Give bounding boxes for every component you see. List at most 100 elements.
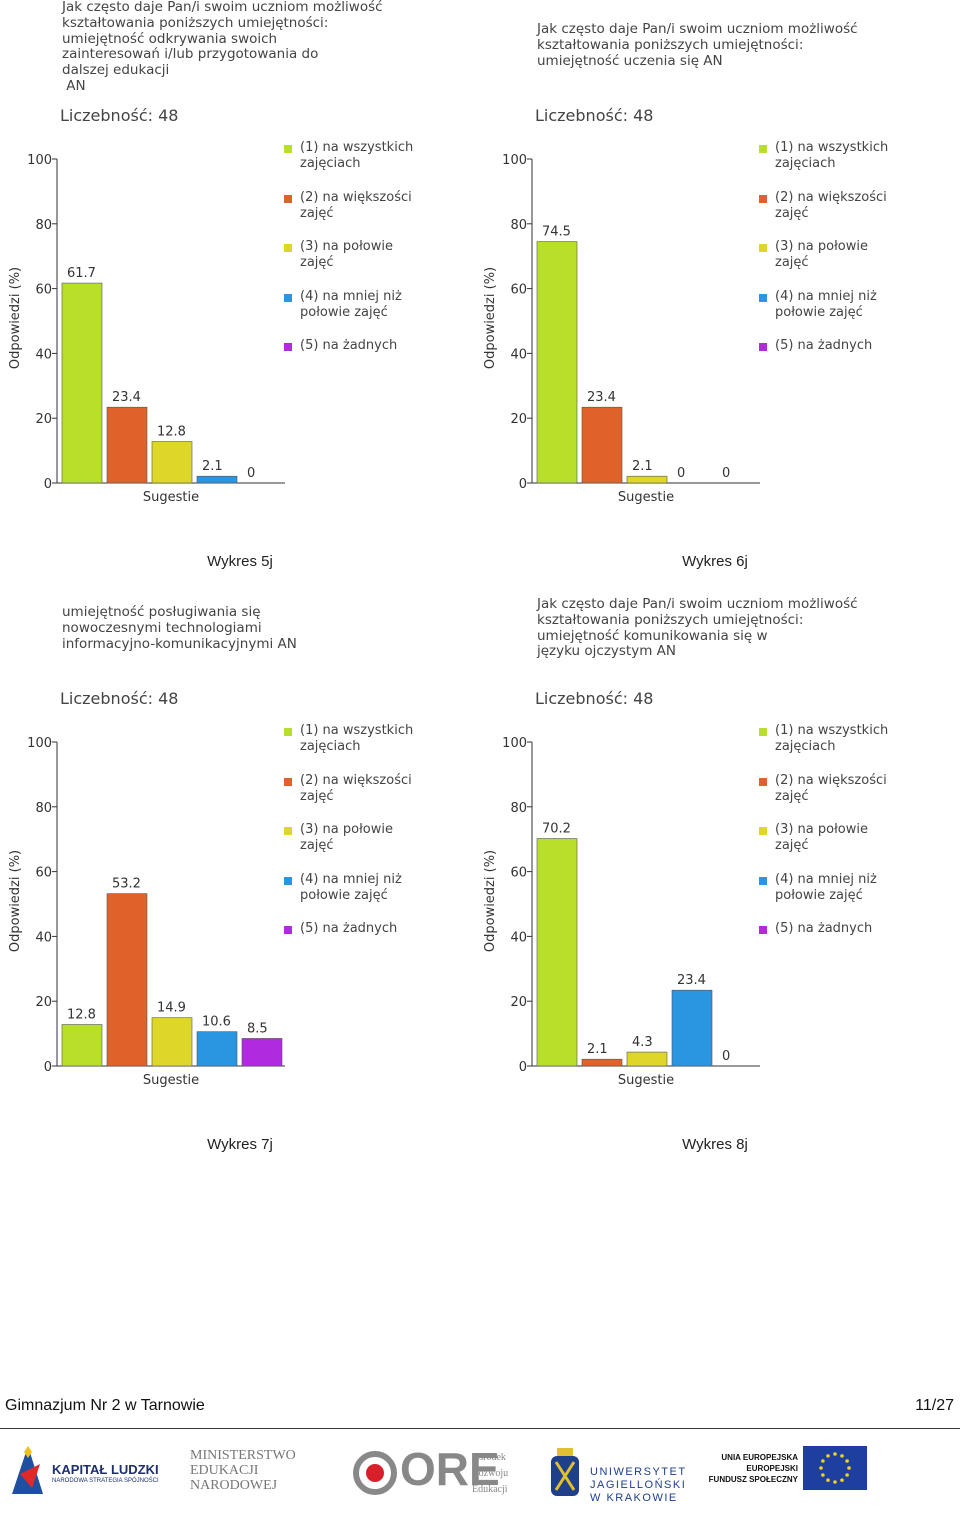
- chart: umiejętność posługiwania się nowoczesnym…: [0, 583, 480, 1166]
- bar: [241, 1038, 283, 1067]
- legend-entry: (3) na połowie zajęć: [775, 822, 868, 853]
- legend-entry: (3) na połowie zajęć: [300, 822, 393, 853]
- legend-swatch: [759, 293, 767, 302]
- legend-entry: (5) na żadnych: [300, 921, 398, 936]
- legend-entry: (2) na większości zajęć: [775, 772, 887, 804]
- legend-swatch: [759, 827, 767, 835]
- eu-star: [826, 1478, 830, 1482]
- legend-entry: (4) na mniej niż połowie zajęć: [775, 871, 877, 903]
- plot: 0 20 40 60 80 100 Odpowiedzi (%) Sugestie 70.2 2.…: [483, 736, 760, 1088]
- legend-swatch: [284, 728, 292, 736]
- y-axis-label: Odpowiedzi (%): [8, 850, 23, 952]
- data-label: 12.8: [157, 425, 186, 440]
- y-axis-label: Odpowiedzi (%): [483, 267, 498, 369]
- legend-swatch: [759, 145, 767, 153]
- y-tick-label: 80: [510, 801, 527, 816]
- chart-title: Jak często daje Pan/i swoim uczniom możl…: [537, 21, 858, 69]
- ore-icon: [353, 1451, 397, 1495]
- x-axis-label: Sugestie: [143, 490, 199, 505]
- data-label: 2.1: [632, 459, 653, 474]
- y-tick-label: 20: [35, 412, 52, 427]
- bar: [61, 282, 103, 484]
- data-label: 0: [722, 1049, 730, 1064]
- logo-text: KAPITAŁ LUDZKI: [52, 1462, 159, 1477]
- bar: [106, 893, 148, 1067]
- y-tick-label: 20: [510, 412, 527, 427]
- legend-entry: (4) na mniej niż połowie zajęć: [300, 288, 402, 320]
- legend-swatch: [284, 926, 292, 934]
- eu-star: [840, 1478, 844, 1482]
- y-tick-label: 0: [519, 1060, 527, 1075]
- legend-swatch: [284, 145, 292, 153]
- y-tick-label: 0: [519, 477, 527, 492]
- bar: [581, 406, 623, 484]
- bar: [151, 1017, 193, 1067]
- logo-text: MINISTERSTWO EDUKACJI NARODOWEJ: [190, 1448, 296, 1493]
- logo-text: UNIWERSYTET JAGIELLOŃSKI W KRAKOWIE: [590, 1466, 687, 1504]
- caption: Wykres 7j: [207, 1136, 273, 1153]
- eu-star: [847, 1466, 851, 1470]
- bar: [536, 241, 578, 484]
- chart: Jak często daje Pan/i swoim uczniom możl…: [475, 0, 955, 583]
- y-axis-label: Odpowiedzi (%): [483, 850, 498, 952]
- y-tick-label: 80: [510, 218, 527, 233]
- chart-title: Jak często daje Pan/i swoim uczniom możl…: [537, 596, 858, 660]
- legend-entry: (5) na żadnych: [300, 338, 398, 353]
- legend-swatch: [759, 777, 767, 786]
- data-label: 70.2: [542, 822, 571, 837]
- caption: Wykres 6j: [682, 553, 748, 570]
- eu-star: [845, 1459, 849, 1463]
- legend-swatch: [759, 343, 767, 351]
- logo-text: NARODOWA STRATEGIA SPÓJNOŚCI: [52, 1478, 159, 1484]
- legend-entry: (3) na połowie zajęć: [775, 239, 868, 270]
- chart-title: Jak często daje Pan/i swoim uczniom możl…: [62, 0, 383, 94]
- chart-subtitle: Liczebność: 48: [60, 689, 179, 708]
- legend-swatch: [759, 728, 767, 736]
- legend-entry: (1) na wszystkich zajęciach: [775, 140, 889, 171]
- bar: [671, 989, 713, 1067]
- legend-entry: (4) na mniej niż połowie zajęć: [775, 288, 877, 320]
- y-tick-label: 60: [510, 283, 527, 298]
- legend-swatch: [284, 876, 292, 885]
- chart-subtitle: Liczebność: 48: [535, 106, 654, 125]
- chart-title: umiejętność posługiwania się nowoczesnym…: [62, 604, 297, 652]
- y-tick-label: 40: [510, 347, 527, 362]
- data-label: 4.3: [632, 1035, 653, 1050]
- chart: Jak często daje Pan/i swoim uczniom możl…: [475, 583, 955, 1166]
- bar: [536, 838, 578, 1067]
- eu-flag: [803, 1446, 867, 1490]
- eu-star: [840, 1454, 844, 1458]
- x-axis-label: Sugestie: [618, 1073, 674, 1088]
- y-tick-label: 60: [510, 866, 527, 881]
- bar: [61, 1024, 103, 1067]
- data-label: 12.8: [67, 1008, 96, 1023]
- plot: 0 20 40 60 80 100 Odpowiedzi (%) Sugestie 74.5 23…: [483, 153, 760, 505]
- eu-star: [833, 1452, 837, 1456]
- y-tick-label: 100: [27, 153, 52, 168]
- eu-star: [826, 1454, 830, 1458]
- data-label: 23.4: [677, 973, 706, 988]
- data-label: 14.9: [157, 1001, 186, 1016]
- data-label: 61.7: [67, 266, 96, 281]
- y-axis-label: Odpowiedzi (%): [8, 267, 23, 369]
- data-label: 0: [247, 466, 255, 481]
- x-axis-label: Sugestie: [143, 1073, 199, 1088]
- chart-subtitle: Liczebność: 48: [535, 689, 654, 708]
- data-label: 23.4: [112, 390, 141, 405]
- y-tick-label: 80: [35, 801, 52, 816]
- legend-swatch: [284, 194, 292, 203]
- bar: [196, 475, 238, 484]
- y-tick-label: 60: [35, 866, 52, 881]
- legend-entry: (1) na wszystkich zajęciach: [300, 140, 414, 171]
- legend-swatch: [759, 194, 767, 203]
- data-label: 10.6: [202, 1015, 231, 1030]
- data-label: 53.2: [112, 877, 141, 892]
- bar: [626, 1051, 668, 1067]
- eu-star: [833, 1480, 837, 1484]
- logo-text: ORE: [400, 1443, 500, 1495]
- eu-star: [845, 1473, 849, 1477]
- uj-icon: [551, 1448, 579, 1496]
- legend-swatch: [284, 777, 292, 786]
- bar: [106, 406, 148, 484]
- bar: [581, 1058, 623, 1067]
